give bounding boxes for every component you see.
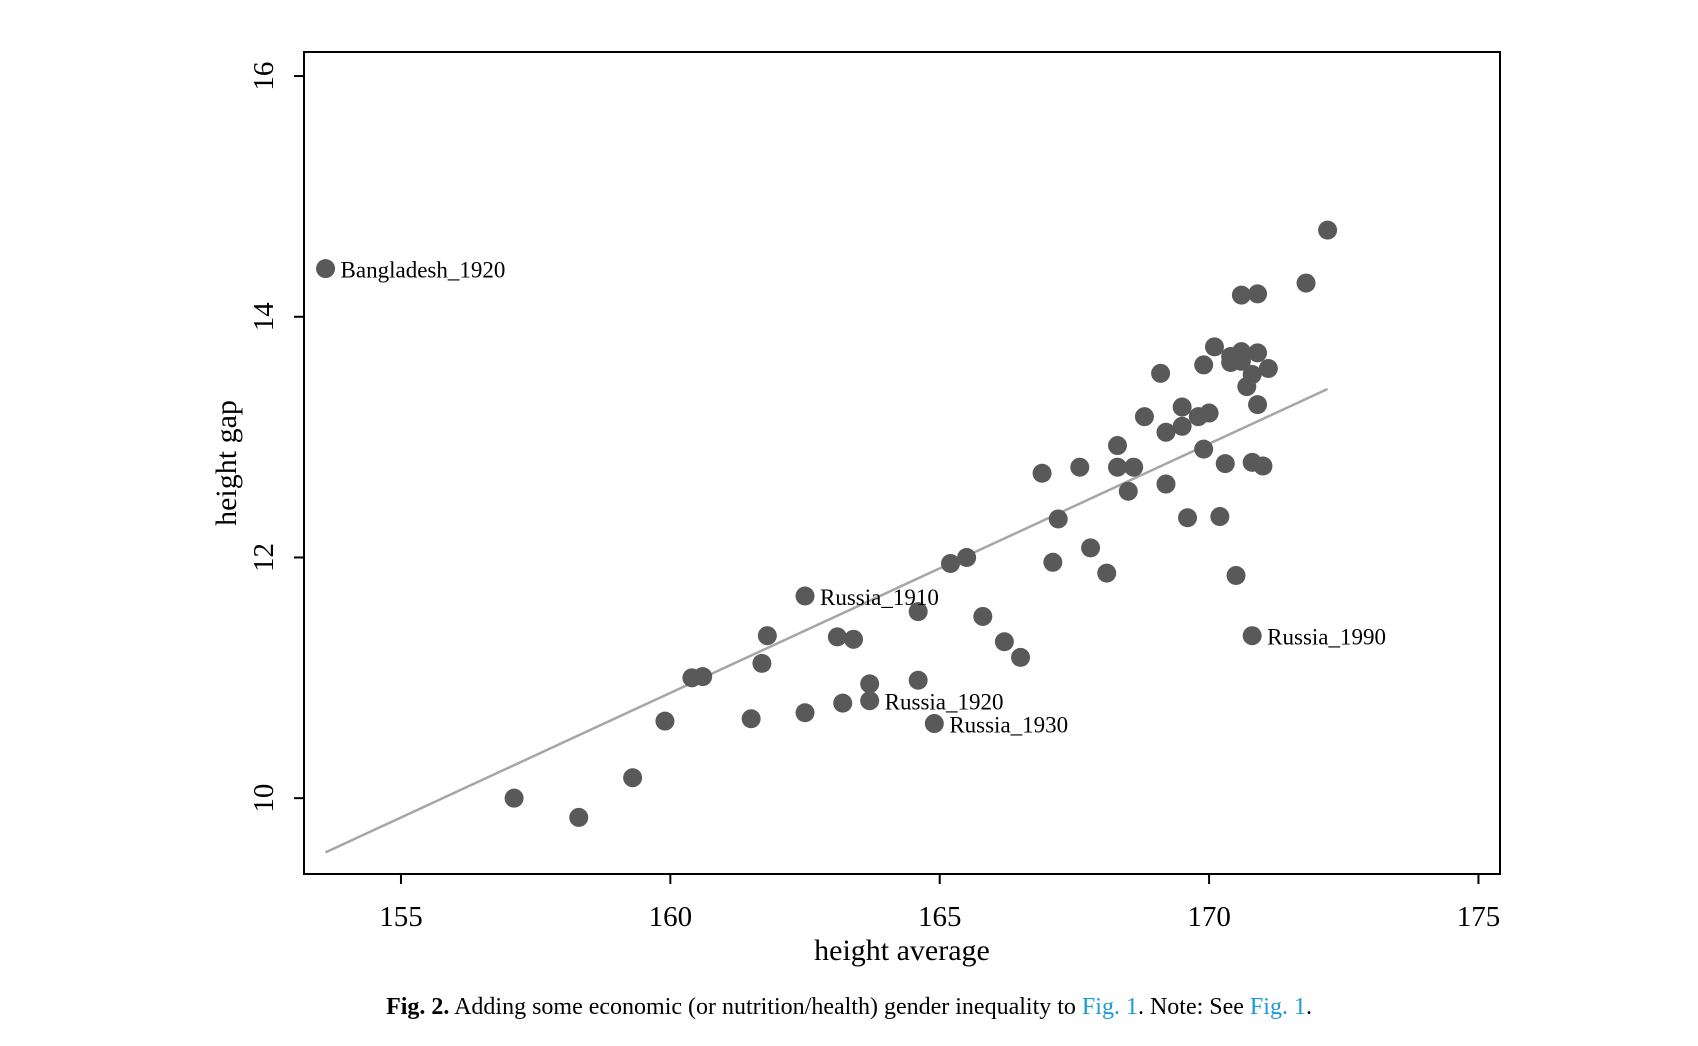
data-point (1231, 285, 1251, 305)
point-label: Russia_1920 (885, 690, 1004, 715)
figure-caption: Fig. 2. Adding some economic (or nutriti… (0, 994, 1698, 1021)
data-point (1134, 407, 1154, 427)
caption-text-end: . (1305, 994, 1312, 1020)
data-point (795, 703, 815, 723)
x-tick-label: 160 (649, 901, 693, 933)
data-point (1199, 403, 1219, 423)
caption-text: Adding some economic (or nutrition/healt… (449, 994, 1082, 1020)
point-labels: Bangladesh_1920Russia_1910Russia_1920Rus… (341, 258, 1386, 738)
data-point (1194, 439, 1214, 459)
data-point (1107, 457, 1127, 477)
data-point (973, 606, 993, 626)
data-point (994, 632, 1014, 652)
data-point (1248, 395, 1268, 415)
data-point (908, 602, 928, 622)
point-label: Russia_1990 (1267, 625, 1386, 650)
y-tick-label: 16 (248, 62, 280, 91)
data-point (655, 711, 675, 731)
data-point (1081, 538, 1101, 558)
data-point (833, 693, 853, 713)
data-point (1194, 355, 1214, 375)
data-point (844, 629, 864, 649)
data-point (1215, 454, 1235, 474)
x-tick-label: 155 (379, 901, 423, 933)
fit-line (325, 387, 1329, 854)
data-point (940, 553, 960, 573)
data-point (1048, 509, 1068, 529)
data-point (1172, 397, 1192, 417)
data-point (1118, 481, 1138, 501)
figure-link-2[interactable]: Fig. 1 (1249, 994, 1306, 1020)
data-point (1156, 474, 1176, 494)
data-point (1231, 351, 1251, 371)
x-tick-label: 165 (918, 901, 962, 933)
plot-frame (303, 51, 1501, 875)
data-point (1210, 507, 1230, 527)
y-tick-label: 14 (248, 302, 280, 332)
point-label: Bangladesh_1920 (341, 258, 506, 283)
data-point (1172, 416, 1192, 436)
data-point (504, 788, 524, 808)
data-point (752, 653, 772, 673)
data-point (1242, 365, 1262, 385)
scatter-chart: 155 160 165 170 175 10 12 14 16 Bangladesh_1920… (210, 51, 1501, 967)
data-point (1124, 457, 1144, 477)
data-point (1032, 463, 1052, 483)
data-point (693, 667, 713, 687)
data-point (1204, 337, 1224, 357)
data-point (1253, 456, 1273, 476)
data-point (1226, 566, 1246, 586)
point-label: Russia_1930 (949, 713, 1068, 738)
y-tick-label: 12 (248, 543, 280, 572)
data-point (1248, 284, 1268, 304)
data-point (1248, 343, 1268, 363)
data-point (827, 627, 847, 647)
data-point (757, 626, 777, 646)
data-point (1242, 626, 1262, 646)
data-point (623, 768, 643, 788)
x-axis: 155 160 165 170 175 (379, 874, 1500, 933)
data-point (957, 547, 977, 567)
data-point (908, 670, 928, 690)
data-point (924, 714, 944, 734)
data-point (316, 259, 336, 279)
x-axis-label: height average (814, 934, 990, 967)
data-point (1107, 436, 1127, 456)
y-tick-label: 10 (248, 784, 280, 813)
data-point (1296, 273, 1316, 293)
data-point (741, 709, 761, 729)
figure-link-1[interactable]: Fig. 1 (1081, 994, 1138, 1020)
data-point (795, 586, 815, 606)
data-point (1097, 563, 1117, 583)
data-point (1070, 457, 1090, 477)
figure-label: Fig. 2. (386, 994, 450, 1020)
data-point (1156, 422, 1176, 442)
y-axis: 10 12 14 16 (248, 62, 304, 813)
data-points (316, 220, 1338, 827)
point-label: Russia_1910 (820, 585, 939, 610)
data-point (860, 691, 880, 711)
caption-text-middle: . Note: See (1137, 994, 1250, 1020)
data-point (1258, 359, 1278, 379)
data-point (1178, 508, 1198, 528)
data-point (1151, 363, 1171, 383)
x-tick-label: 170 (1187, 901, 1231, 933)
data-point (569, 807, 589, 827)
y-axis-label: height gap (210, 400, 243, 526)
data-point (1318, 220, 1338, 240)
x-tick-label: 175 (1457, 901, 1501, 933)
data-point (860, 674, 880, 694)
data-point (1011, 647, 1031, 667)
data-point (1043, 552, 1063, 572)
